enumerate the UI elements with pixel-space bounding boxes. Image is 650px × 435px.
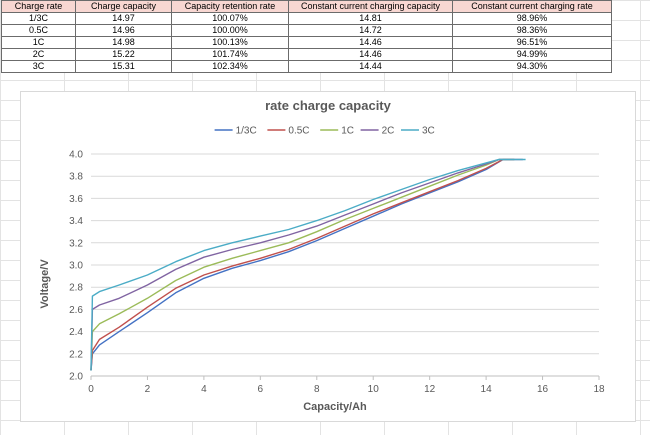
x-tick-label: 14 bbox=[481, 384, 493, 395]
series-line-0.5C bbox=[90, 158, 515, 371]
table-cell: 14.46 bbox=[288, 36, 453, 49]
table-cell: 98.96% bbox=[452, 12, 612, 25]
y-axis-title: Voltage/V bbox=[39, 259, 51, 309]
y-tick-label: 2.6 bbox=[69, 305, 83, 316]
table-cell: 100.00% bbox=[171, 24, 289, 37]
y-tick-label: 2.0 bbox=[69, 372, 83, 383]
table-cell: 14.96 bbox=[75, 24, 172, 37]
x-tick-label: 18 bbox=[593, 384, 605, 395]
legend-label: 2C bbox=[382, 126, 395, 137]
table-cell: 14.72 bbox=[288, 24, 453, 37]
table-row: 1C 14.98 100.13% 14.46 96.51% bbox=[1, 36, 612, 49]
table-cell: 1/3C bbox=[1, 12, 76, 25]
table-cell: 14.44 bbox=[288, 60, 453, 73]
chart-container[interactable]: rate charge capacity 1/3C 0.5C 1C 2C 3C 2.0 2… bbox=[20, 91, 636, 422]
series-line-1C bbox=[90, 158, 515, 371]
line-chart: rate charge capacity 1/3C 0.5C 1C 2C 3C 2.02… bbox=[39, 98, 605, 413]
y-tick-label: 2.4 bbox=[69, 327, 83, 338]
y-tick-label: 3.4 bbox=[69, 216, 83, 227]
table-cell: 94.99% bbox=[452, 48, 612, 61]
table-cell: 1C bbox=[1, 36, 76, 49]
y-tick-label: 3.0 bbox=[69, 261, 83, 272]
header-cc-charging-rate: Constant current charging rate bbox=[452, 0, 612, 13]
y-tick-label: 3.2 bbox=[69, 238, 83, 249]
table-cell: 2C bbox=[1, 48, 76, 61]
table-cell: 14.46 bbox=[288, 48, 453, 61]
y-tick-label: 3.6 bbox=[69, 194, 83, 205]
chart-axes: 2.0 2.2 2.4 2.6 2.8 3.0 3.2 3.4 3.6 3.8 4.0 0 2 4 6 8 10… bbox=[69, 150, 605, 396]
y-tick-label: 3.8 bbox=[69, 172, 83, 183]
table-row: 1/3C 14.97 100.07% 14.81 98.96% bbox=[1, 12, 612, 25]
table-cell: 100.13% bbox=[171, 36, 289, 49]
x-tick-label: 2 bbox=[145, 384, 151, 395]
y-tick-label: 2.2 bbox=[69, 349, 83, 360]
table-header-row: Charge rate Charge capacity Capacity ret… bbox=[1, 0, 612, 13]
y-tick-label: 2.8 bbox=[69, 283, 83, 294]
header-charge-capacity: Charge capacity bbox=[75, 0, 172, 13]
x-tick-label: 6 bbox=[258, 384, 264, 395]
header-charge-rate: Charge rate bbox=[1, 0, 76, 13]
table-cell: 96.51% bbox=[452, 36, 612, 49]
x-tick-label: 0 bbox=[88, 384, 94, 395]
x-tick-label: 16 bbox=[537, 384, 549, 395]
table-cell: 15.22 bbox=[75, 48, 172, 61]
legend-label: 1/3C bbox=[236, 126, 257, 137]
table-cell: 3C bbox=[1, 60, 76, 73]
legend-label: 0.5C bbox=[288, 126, 309, 137]
table-cell: 0.5C bbox=[1, 24, 76, 37]
table-row: 3C 15.31 102.34% 14.44 94.30% bbox=[1, 60, 612, 73]
y-tick-label: 4.0 bbox=[69, 150, 83, 161]
table-cell: 102.34% bbox=[171, 60, 289, 73]
series-line-2C bbox=[90, 158, 523, 371]
x-tick-label: 12 bbox=[424, 384, 436, 395]
x-tick-label: 10 bbox=[368, 384, 380, 395]
table-cell: 100.07% bbox=[171, 12, 289, 25]
legend-label: 1C bbox=[341, 126, 354, 137]
chart-title: rate charge capacity bbox=[265, 98, 392, 113]
table-row: 2C 15.22 101.74% 14.46 94.99% bbox=[1, 48, 612, 61]
header-cc-charging-capacity: Constant current charging capacity bbox=[288, 0, 453, 13]
chart-legend: 1/3C 0.5C 1C 2C 3C bbox=[214, 126, 435, 137]
table-cell: 94.30% bbox=[452, 60, 612, 73]
table-cell: 15.31 bbox=[75, 60, 172, 73]
chart-series bbox=[90, 158, 526, 371]
series-line-3C bbox=[90, 158, 526, 371]
x-axis-title: Capacity/Ah bbox=[303, 401, 367, 413]
x-tick-label: 4 bbox=[201, 384, 207, 395]
table-row: 0.5C 14.96 100.00% 14.72 98.36% bbox=[1, 24, 612, 37]
x-tick-label: 8 bbox=[314, 384, 320, 395]
table-cell: 101.74% bbox=[171, 48, 289, 61]
table-cell: 14.81 bbox=[288, 12, 453, 25]
table-cell: 14.98 bbox=[75, 36, 172, 49]
rate-data-table: Charge rate Charge capacity Capacity ret… bbox=[1, 0, 612, 73]
table-cell: 14.97 bbox=[75, 12, 172, 25]
series-line-1-3C bbox=[90, 158, 515, 371]
header-capacity-retention-rate: Capacity retention rate bbox=[171, 0, 289, 13]
table-cell: 98.36% bbox=[452, 24, 612, 37]
chart-gridlines bbox=[91, 153, 599, 377]
legend-label: 3C bbox=[422, 126, 435, 137]
